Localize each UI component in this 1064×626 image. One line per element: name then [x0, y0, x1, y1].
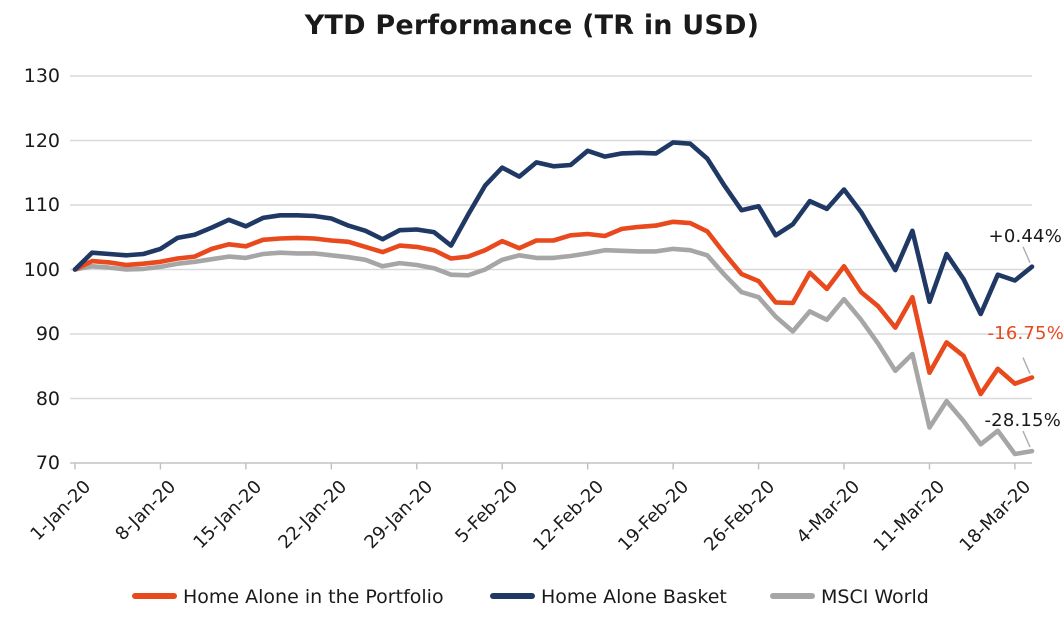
basket-line-swatch — [490, 592, 535, 599]
chart-title: YTD Performance (TR in USD) — [304, 10, 760, 41]
series-line-home-alone-basket[interactable] — [72, 140, 1035, 317]
series-line-msci-world[interactable] — [72, 246, 1035, 457]
y-axis-label-100: 100 — [23, 258, 60, 281]
legend-label-msci: MSCI World — [821, 586, 929, 608]
legend-item-msci[interactable]: MSCI World — [770, 585, 929, 609]
end-annotation-portfolio: -16.75% — [987, 323, 1064, 344]
portfolio-line-swatch — [132, 592, 177, 599]
y-axis-label-120: 120 — [23, 129, 60, 152]
end-annotation-basket: +0.44% — [988, 226, 1062, 247]
annotation-leader-line — [1022, 430, 1031, 448]
series-line-home-alone-in-the-portfolio[interactable] — [72, 219, 1035, 397]
legend-item-portfolio[interactable]: Home Alone in the Portfolio — [132, 585, 444, 609]
annotation-leader-line — [1022, 246, 1031, 263]
y-axis-label-130: 130 — [23, 65, 60, 87]
y-axis-label-80: 80 — [35, 387, 60, 410]
end-annotation-msci: -28.15% — [984, 410, 1061, 431]
msci-line-swatch — [770, 592, 815, 599]
y-axis-label-90: 90 — [35, 323, 60, 345]
legend-item-basket[interactable]: Home Alone Basket — [490, 585, 727, 609]
legend-label-portfolio: Home Alone in the Portfolio — [183, 586, 444, 608]
y-axis-label-110: 110 — [23, 194, 60, 216]
annotation-leader-line — [1022, 357, 1031, 374]
y-axis-label-70: 70 — [35, 452, 60, 474]
legend-label-basket: Home Alone Basket — [541, 586, 727, 608]
